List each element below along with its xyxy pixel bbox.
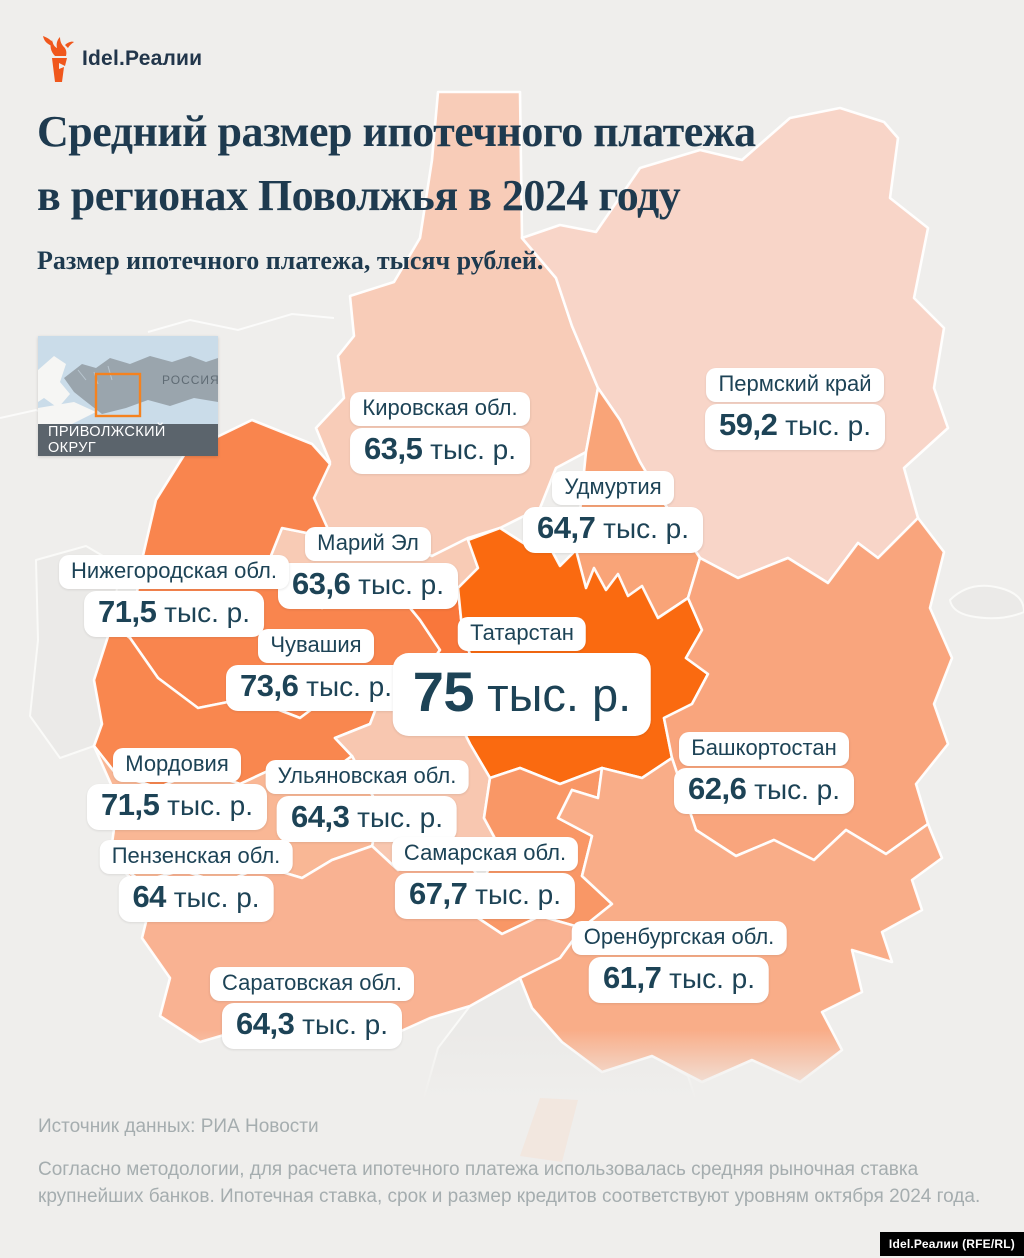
inset-highlight-frame bbox=[94, 372, 142, 418]
inset-europe bbox=[38, 402, 96, 424]
inset-country-label: РОССИЯ bbox=[162, 373, 218, 387]
methodology-note: Согласно методологии, для расчета ипотеч… bbox=[38, 1159, 981, 1207]
page-title: Средний размер ипотечного платежа в реги… bbox=[37, 100, 997, 228]
faded-map-streak bbox=[520, 1098, 578, 1162]
inset-scandinavia bbox=[38, 356, 70, 408]
brand-name: Idel.Реалии bbox=[82, 47, 203, 70]
inset-locator-map: РОССИЯ ПРИВОЛЖСКИЙ ОКРУГ bbox=[38, 336, 218, 456]
torch-icon bbox=[43, 36, 74, 82]
data-source: Источник данных: РИА Новости bbox=[38, 1116, 319, 1137]
neighbor-region-east bbox=[949, 584, 1024, 620]
background-border-line bbox=[147, 312, 335, 333]
page-subtitle: Размер ипотечного платежа, тысяч рублей. bbox=[37, 246, 544, 275]
inset-caption: ПРИВОЛЖСКИЙ ОКРУГ bbox=[38, 424, 218, 456]
credit-badge: Idel.Реалии (RFE/RL) bbox=[879, 1232, 1024, 1256]
title-line-2: в регионах Поволжья в 2024 году bbox=[37, 171, 681, 220]
title-line-1: Средний размер ипотечного платежа bbox=[37, 107, 756, 156]
region-shape-bashkortostan bbox=[662, 516, 954, 862]
inset-russia-map: РОССИЯ bbox=[38, 336, 218, 424]
brand-logo: Idel.Реалии bbox=[40, 36, 202, 82]
footer-background bbox=[0, 1112, 1024, 1258]
